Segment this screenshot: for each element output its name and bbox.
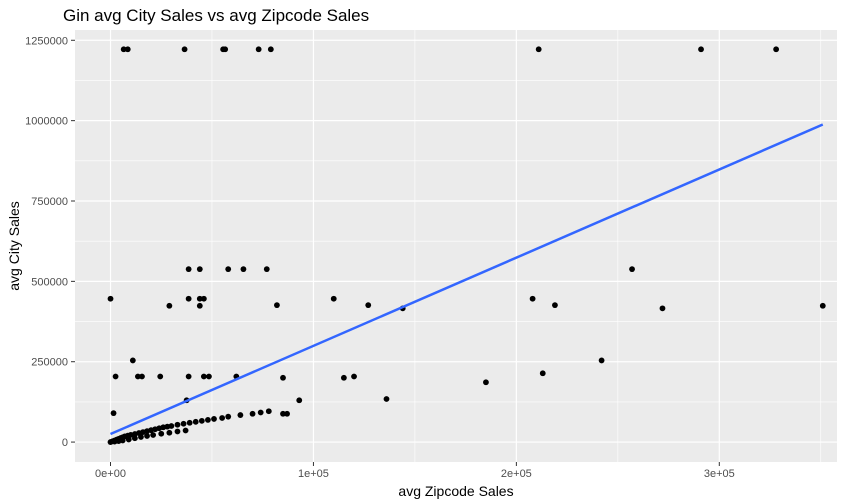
chart-title: Gin avg City Sales vs avg Zipcode Sales bbox=[63, 6, 369, 25]
data-point bbox=[110, 410, 117, 417]
data-point bbox=[185, 295, 192, 302]
data-point bbox=[186, 419, 193, 426]
data-point bbox=[200, 373, 207, 380]
data-point bbox=[284, 410, 290, 417]
data-point bbox=[383, 396, 390, 402]
data-point bbox=[535, 46, 542, 53]
data-point bbox=[483, 379, 489, 386]
data-point bbox=[192, 418, 199, 425]
data-point bbox=[274, 302, 280, 309]
data-point bbox=[552, 302, 558, 309]
data-point bbox=[205, 416, 211, 423]
x-axis-title: avg Zipcode Sales bbox=[398, 483, 513, 499]
data-point bbox=[174, 428, 181, 435]
data-point bbox=[225, 266, 232, 273]
data-point bbox=[131, 435, 138, 442]
data-point bbox=[265, 408, 272, 415]
data-point bbox=[211, 416, 217, 422]
data-point bbox=[119, 437, 126, 444]
y-tick-label: 250000 bbox=[31, 357, 68, 369]
data-point bbox=[124, 46, 131, 53]
data-point bbox=[819, 302, 826, 309]
data-point bbox=[225, 413, 232, 420]
data-point bbox=[263, 266, 270, 273]
data-point bbox=[198, 417, 205, 424]
data-point bbox=[340, 374, 347, 381]
data-point bbox=[257, 409, 264, 416]
data-point bbox=[196, 295, 203, 302]
data-point bbox=[219, 415, 226, 421]
data-point bbox=[222, 46, 229, 53]
data-point bbox=[296, 397, 303, 404]
data-point bbox=[182, 427, 189, 434]
data-point bbox=[157, 373, 164, 380]
data-point bbox=[138, 434, 144, 440]
data-point bbox=[240, 266, 247, 273]
data-point bbox=[698, 46, 704, 53]
data-point bbox=[166, 302, 173, 309]
data-point bbox=[206, 373, 212, 380]
y-tick-label: 1250000 bbox=[25, 35, 68, 47]
data-point bbox=[280, 374, 286, 381]
data-point bbox=[181, 46, 188, 53]
x-tick-label: 0e+00 bbox=[95, 468, 126, 480]
data-point bbox=[112, 373, 119, 380]
data-point bbox=[120, 46, 127, 53]
y-axis-title: avg City Sales bbox=[6, 201, 22, 290]
data-point bbox=[150, 432, 157, 438]
data-point bbox=[129, 357, 136, 364]
y-tick-label: 0 bbox=[62, 437, 68, 449]
data-point bbox=[539, 370, 546, 377]
data-point bbox=[144, 433, 150, 439]
trend-line bbox=[110, 123, 824, 436]
y-tick-label: 500000 bbox=[31, 276, 68, 288]
data-point bbox=[180, 420, 187, 427]
major-gridlines bbox=[75, 30, 837, 462]
data-point bbox=[185, 266, 192, 273]
data-point bbox=[773, 46, 780, 53]
data-point bbox=[280, 410, 286, 417]
y-tick-label: 750000 bbox=[31, 196, 68, 208]
data-point bbox=[196, 302, 203, 309]
data-point bbox=[196, 266, 203, 273]
data-point bbox=[351, 373, 357, 380]
data-point bbox=[135, 373, 141, 380]
y-axis: 0 250000 500000 750000 1000000 1250000 bbox=[25, 35, 75, 449]
data-point bbox=[237, 412, 244, 418]
data-point bbox=[107, 295, 114, 302]
x-tick-label: 1e+05 bbox=[298, 468, 329, 480]
data-point bbox=[598, 357, 605, 364]
data-point bbox=[200, 295, 207, 302]
data-point bbox=[330, 295, 337, 302]
data-point bbox=[267, 46, 274, 53]
data-point bbox=[249, 410, 256, 417]
minor-gridlines bbox=[75, 30, 837, 462]
data-point bbox=[629, 266, 635, 273]
x-tick-label: 3e+05 bbox=[704, 468, 735, 480]
data-points bbox=[107, 46, 826, 445]
data-point bbox=[166, 429, 173, 436]
data-point bbox=[185, 373, 192, 380]
data-point bbox=[168, 423, 175, 429]
data-point bbox=[365, 302, 372, 309]
x-tick-label: 2e+05 bbox=[501, 468, 532, 480]
plot-panel bbox=[75, 30, 837, 462]
data-point bbox=[139, 373, 145, 380]
y-tick-label: 1000000 bbox=[25, 116, 68, 128]
data-point bbox=[659, 305, 666, 312]
data-point bbox=[174, 421, 181, 428]
data-point bbox=[125, 436, 132, 443]
data-point bbox=[255, 46, 262, 53]
x-axis: 0e+00 1e+05 2e+05 3e+05 bbox=[95, 462, 735, 480]
data-point bbox=[529, 295, 536, 302]
data-point bbox=[158, 430, 165, 437]
